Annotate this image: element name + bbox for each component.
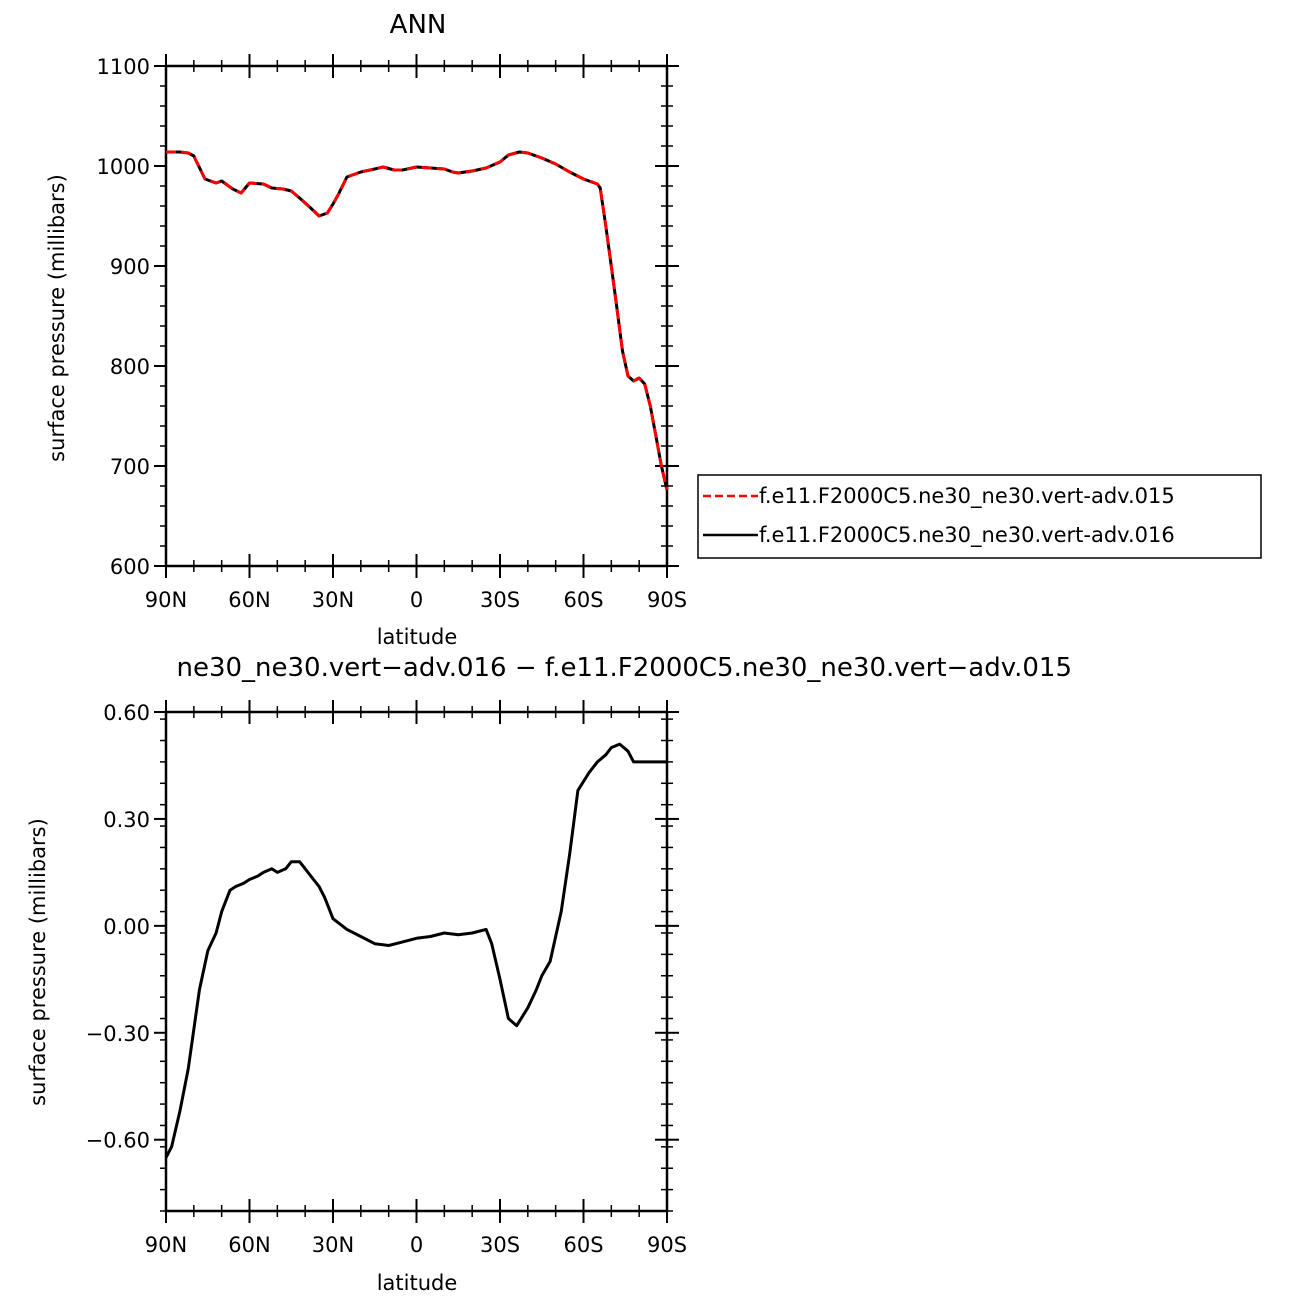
bottom-x-tick-label: 30N: [312, 1233, 354, 1257]
bottom-x-tick-label: 30S: [480, 1233, 520, 1257]
top-y-tick-label: 1100: [97, 55, 150, 79]
top-y-tick-label: 1000: [97, 155, 150, 179]
top-y-axis-label: surface pressure (millibars): [45, 174, 69, 462]
top-chart-title: ANN: [390, 10, 447, 40]
top-panel: ANN 90N 60N 30N 0 30S 60S 90S 600 700 800 900 1000 1…: [45, 10, 687, 649]
legend-entry-015: f.e11.F2000C5.ne30_ne30.vert-adv.015: [759, 484, 1175, 509]
legend-box: [697, 474, 1262, 559]
bottom-x-tick-label: 60S: [563, 1233, 603, 1257]
bottom-x-tick-label: 0: [410, 1233, 423, 1257]
top-x-tick-label: 30S: [480, 588, 520, 612]
top-y-tick-label: 700: [110, 455, 150, 479]
legend-entry-016: f.e11.F2000C5.ne30_ne30.vert-adv.016: [759, 523, 1175, 548]
bottom-series-line-0: [164, 742, 667, 1159]
bottom-plot-frame: [164, 710, 669, 1213]
bottom-y-tick-label: 0.00: [103, 915, 150, 939]
top-series-line-0: [166, 150, 669, 491]
bottom-y-tick-label: −0.60: [86, 1129, 150, 1153]
top-y-tick-label: 600: [110, 555, 150, 579]
top-series-line-1: [166, 150, 669, 491]
bottom-plot-area: 90N 60N 30N 0 30S 60S 90S −0.60 −0.30 0.00 0.30 0.6…: [86, 700, 687, 1257]
bottom-panel: ne30_ne30.vert−adv.016 − f.e11.F2000C5.n…: [26, 653, 1072, 1295]
top-plot-frame: [164, 64, 669, 568]
bottom-x-tick-label: 60N: [228, 1233, 270, 1257]
top-y-tick-label: 800: [110, 355, 150, 379]
top-y-tick-label: 900: [110, 255, 150, 279]
bottom-y-tick-label: 0.60: [103, 701, 150, 725]
bottom-x-axis-label: latitude: [377, 1271, 458, 1295]
legend: f.e11.F2000C5.ne30_ne30.vert-adv.015 f.e…: [697, 474, 1262, 559]
top-x-tick-label: 30N: [312, 588, 354, 612]
bottom-y-tick-label: −0.30: [86, 1022, 150, 1046]
top-x-tick-label: 60S: [563, 588, 603, 612]
bottom-chart-title: ne30_ne30.vert−adv.016 − f.e11.F2000C5.n…: [176, 653, 1072, 683]
top-x-tick-label: 0: [410, 588, 423, 612]
bottom-y-tick-label: 0.30: [103, 808, 150, 832]
top-x-tick-label: 90N: [145, 588, 187, 612]
top-x-tick-label: 90S: [647, 588, 687, 612]
bottom-y-axis-label: surface pressure (millibars): [26, 818, 50, 1106]
top-x-tick-label: 60N: [228, 588, 270, 612]
top-x-axis-label: latitude: [377, 625, 458, 649]
top-plot-area: 90N 60N 30N 0 30S 60S 90S 600 700 800 900 1000 1100: [97, 54, 687, 612]
bottom-x-tick-label: 90N: [145, 1233, 187, 1257]
bottom-x-tick-label: 90S: [647, 1233, 687, 1257]
